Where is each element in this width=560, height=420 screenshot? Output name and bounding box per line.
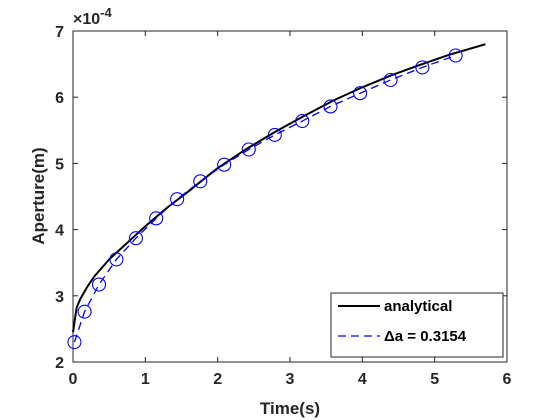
y-tick-label: 5 — [55, 156, 64, 173]
data-point-marker — [383, 72, 398, 88]
y-tick-label: 4 — [55, 223, 64, 240]
x-tick-label: 1 — [141, 371, 150, 388]
data-point-marker — [91, 277, 107, 292]
data-point-marker — [170, 192, 185, 207]
data-point-marker — [415, 60, 430, 75]
y-tick-label: 3 — [55, 289, 64, 306]
legend-label-delta: Δa = 0.3154 — [384, 328, 467, 345]
data-point-marker — [353, 86, 368, 101]
data-point-marker — [67, 335, 82, 350]
x-tick-label: 4 — [358, 371, 367, 388]
data-point-marker — [448, 48, 463, 63]
y-tick-label: 6 — [55, 90, 64, 107]
data-point-marker — [149, 211, 164, 226]
x-tick-label: 6 — [503, 371, 512, 388]
x-tick-label: 3 — [286, 371, 295, 388]
x-axis-label: Time(s) — [260, 399, 320, 418]
data-point-marker — [128, 231, 143, 246]
y-multiplier: ×10-4 — [73, 5, 112, 28]
data-point-marker — [295, 113, 310, 129]
data-point-marker — [323, 99, 338, 114]
data-point-marker — [217, 157, 232, 172]
data-point-marker — [241, 142, 256, 157]
x-tick-label: 5 — [430, 371, 439, 388]
y-tick-label: 2 — [55, 355, 64, 372]
legend: analytical Δa = 0.3154 — [330, 292, 504, 358]
y-tick-label: 7 — [55, 24, 64, 41]
legend-box — [330, 292, 504, 358]
x-tick-label: 2 — [213, 371, 222, 388]
data-point-marker — [193, 174, 208, 189]
x-tick-label: 0 — [69, 371, 78, 388]
data-point-marker — [267, 127, 282, 142]
y-axis-label: Aperture(m) — [29, 147, 48, 244]
legend-label-analytical: analytical — [384, 298, 452, 315]
data-point-marker — [109, 252, 124, 267]
series-line-1 — [73, 54, 456, 343]
data-point-marker — [77, 304, 92, 319]
